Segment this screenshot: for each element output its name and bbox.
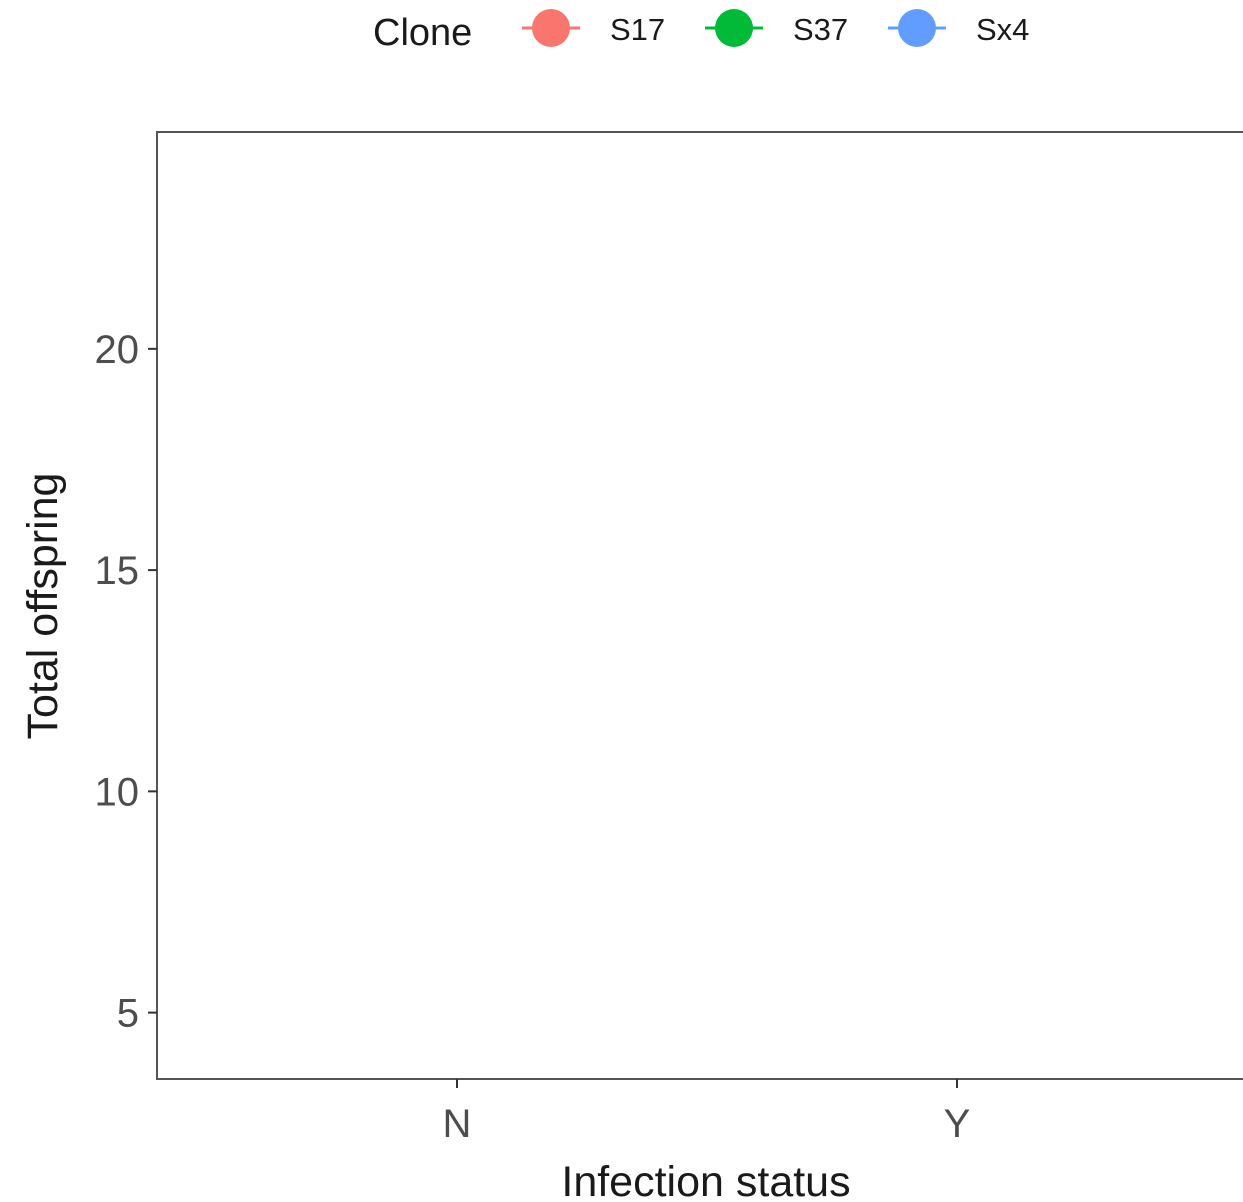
y-axis-title: Total offspring (19, 473, 67, 740)
x-axis-title: Infection status (561, 1158, 850, 1202)
y-tick-label: 20 (95, 328, 140, 372)
y-tick-label: 5 (117, 992, 139, 1036)
y-tick-label: 15 (95, 549, 140, 593)
y-axis: 5 10 15 20 (95, 328, 157, 1036)
legend-item-s37: S37 (705, 9, 848, 47)
plot-panel (156, 131, 1243, 1080)
legend-label: Sx4 (976, 12, 1029, 47)
legend-label: S37 (793, 12, 848, 47)
y-tick-label: 10 (95, 770, 140, 814)
legend-label: S17 (610, 12, 665, 47)
legend: Clone S17 S37 Sx4 (373, 9, 1029, 54)
legend-key-point (532, 9, 570, 47)
x-tick-label: Y (944, 1102, 971, 1146)
x-tick-label: N (443, 1102, 472, 1146)
legend-item-s17: S17 (522, 9, 665, 47)
legend-entries: S17 S37 Sx4 (522, 9, 1029, 47)
legend-key-point (715, 9, 753, 47)
legend-item-sx4: Sx4 (888, 9, 1029, 47)
legend-title: Clone (373, 12, 472, 54)
legend-key-point (898, 9, 936, 47)
